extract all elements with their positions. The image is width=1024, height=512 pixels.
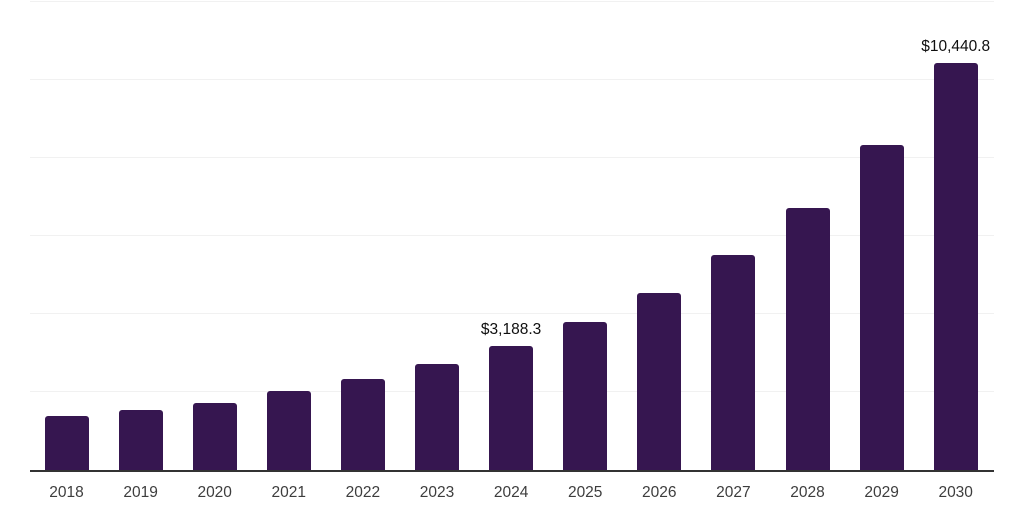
x-axis-label-2018: 2018	[49, 484, 84, 501]
x-axis-label-2030: 2030	[938, 484, 973, 501]
gridline-10000	[30, 79, 994, 80]
x-axis-label-2025: 2025	[567, 484, 603, 501]
x-axis-label-2026: 2026	[642, 484, 677, 501]
bar-2023	[415, 363, 459, 470]
bar-2024	[489, 345, 534, 470]
bar-2025	[563, 321, 608, 470]
gridline-8000	[30, 157, 994, 158]
bar-value-label-2030: $10,440.8	[921, 37, 991, 55]
x-axis-label-2022: 2022	[345, 484, 381, 501]
gridline-12000	[30, 1, 994, 2]
gridline-6000	[30, 235, 994, 236]
x-axis-label-2029: 2029	[864, 484, 899, 501]
x-axis-label-2028: 2028	[790, 484, 825, 501]
bar-value-label-2024: $3,188.3	[480, 320, 542, 338]
bar-2026	[637, 292, 682, 470]
bar-2022	[340, 378, 385, 470]
x-axis-label-2024: 2024	[493, 484, 529, 501]
bar-2019	[118, 409, 163, 470]
x-axis-label-2021: 2021	[271, 484, 307, 501]
x-axis-label-2020: 2020	[197, 484, 232, 501]
bar-2028	[785, 207, 830, 470]
bar-2027	[711, 254, 756, 470]
gridline-4000	[30, 313, 994, 314]
bar-2030	[933, 62, 978, 470]
bar-2020	[192, 402, 237, 470]
bar-2021	[266, 390, 311, 470]
x-axis-label-2023: 2023	[419, 484, 455, 501]
bar-2029	[859, 145, 904, 470]
x-axis-label-2019: 2019	[123, 484, 158, 501]
plot-area: $3,188.3 $10,440.8	[30, 1, 994, 472]
bar-2018	[44, 415, 89, 470]
x-axis-label-2027: 2027	[716, 484, 751, 501]
